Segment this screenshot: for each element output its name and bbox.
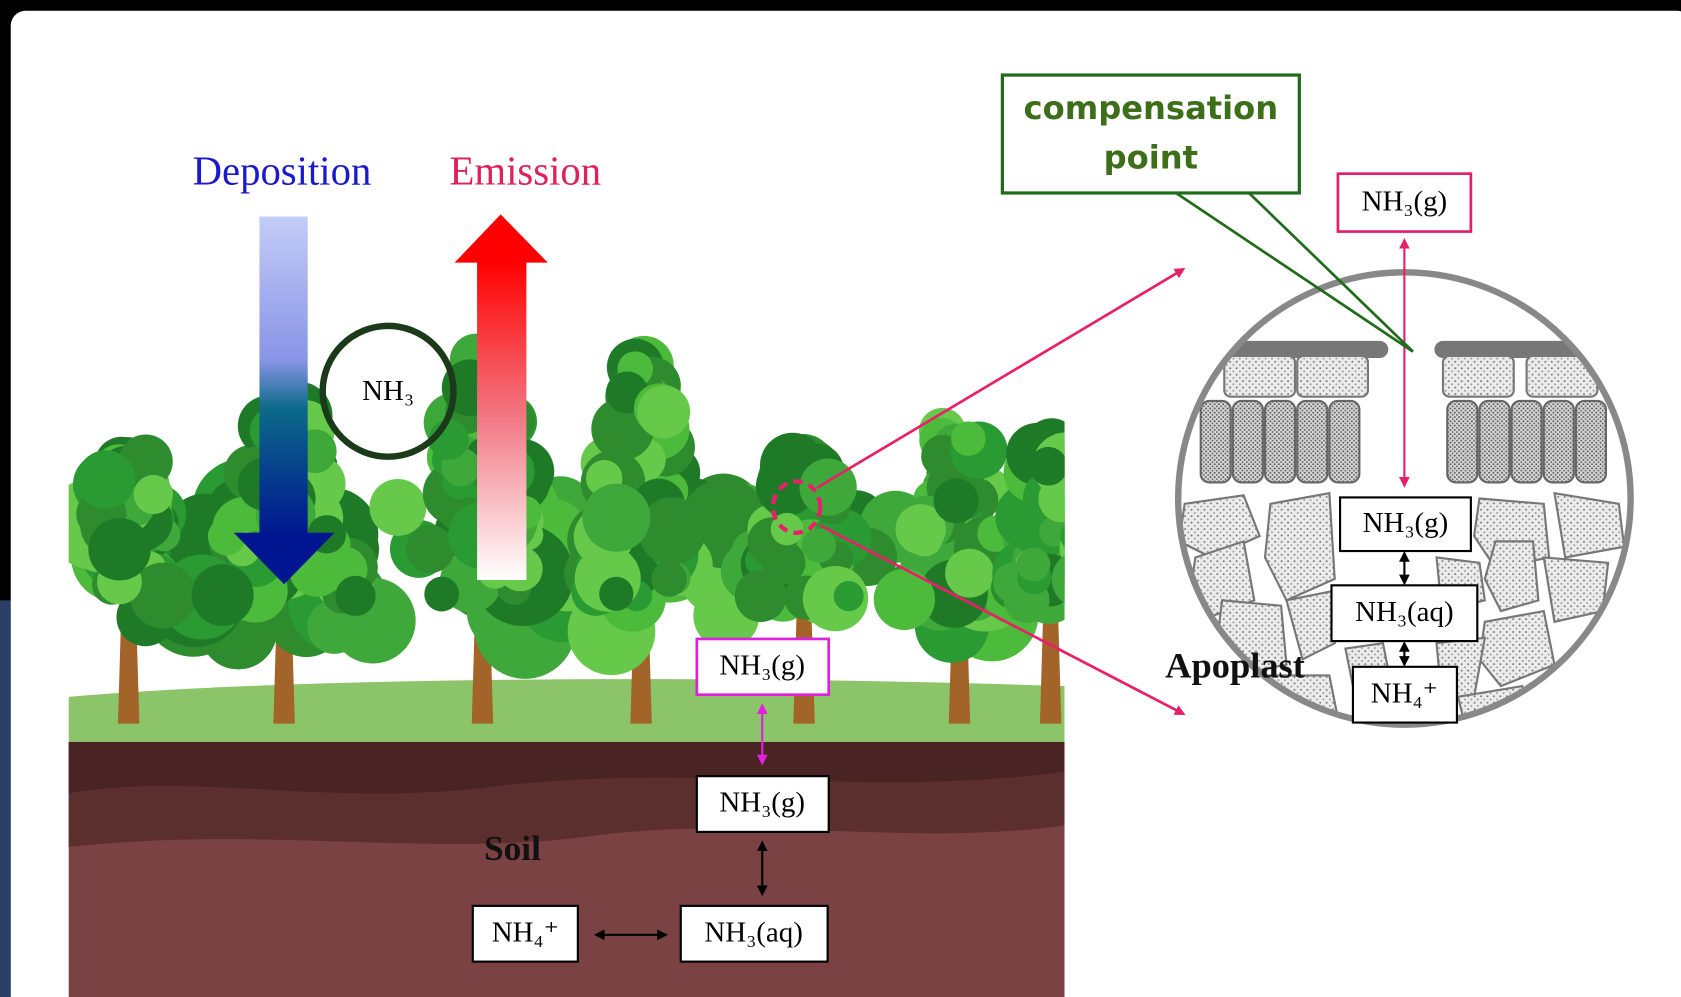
foliage xyxy=(191,564,254,626)
soil-node-label: NH₃(g) xyxy=(719,650,805,682)
soil-label: Soil xyxy=(484,828,541,868)
deposition-label: Deposition xyxy=(193,148,372,193)
spongy-cell xyxy=(1553,491,1626,559)
emission-shaft xyxy=(477,260,527,580)
foliage xyxy=(873,568,936,630)
palisade-cell xyxy=(1328,399,1361,484)
palisade-cell xyxy=(1231,399,1264,484)
foliage xyxy=(1060,524,1065,548)
leaf-tissue xyxy=(1180,340,1628,723)
zoom-line xyxy=(819,524,1186,716)
leaf-node xyxy=(1339,496,1472,553)
foliage xyxy=(651,561,687,597)
soil-node-label: NH₄⁺ xyxy=(492,916,559,948)
palisade-cell xyxy=(1296,399,1329,484)
foliage xyxy=(1028,446,1065,486)
leaf-node xyxy=(1336,172,1473,233)
palisade-cell xyxy=(1478,399,1511,484)
upper-cell xyxy=(1223,354,1297,398)
foliage xyxy=(801,528,837,563)
upper-cell xyxy=(1296,354,1370,398)
palisade-cell xyxy=(1263,399,1297,484)
molecule-circle xyxy=(319,322,457,460)
zoom-marker xyxy=(770,479,823,535)
soil-node xyxy=(679,904,829,963)
molecule-label: NH₃ xyxy=(362,375,414,407)
foliage xyxy=(424,576,460,612)
palisade-cell xyxy=(1542,399,1575,484)
foliage xyxy=(734,569,787,622)
side-strip xyxy=(0,600,11,997)
foliage xyxy=(599,576,634,611)
foliage xyxy=(907,521,943,557)
emission-head xyxy=(454,214,548,263)
foliage xyxy=(1039,516,1065,547)
palisade-cell xyxy=(1510,399,1543,484)
foliage xyxy=(945,548,995,598)
foliage xyxy=(369,478,427,536)
foliage xyxy=(207,517,246,556)
foliage xyxy=(1016,547,1051,582)
foliage xyxy=(130,562,197,629)
leaf-node xyxy=(1351,665,1458,724)
callout-tail xyxy=(1175,191,1414,353)
upper-cell xyxy=(1441,354,1515,398)
leaf-node-label: NH₃(aq) xyxy=(1355,596,1453,628)
spongy-cell xyxy=(1263,491,1336,602)
spongy-cell xyxy=(1483,540,1540,613)
soil-node-label: NH₃(g) xyxy=(719,787,805,819)
palisade-cell xyxy=(1199,399,1232,484)
spongy-cell xyxy=(1285,588,1342,661)
leaf-node xyxy=(1330,584,1479,643)
foliage xyxy=(638,497,706,565)
callout-holder: compensation point xyxy=(1023,90,1279,177)
leaf-node-label: NH₃(g) xyxy=(1363,507,1449,539)
foliage xyxy=(637,385,691,439)
emission-label: Emission xyxy=(450,148,602,193)
foliage xyxy=(762,540,806,585)
deposition-shaft xyxy=(259,216,308,537)
leaf-node-label: NH₃(g) xyxy=(1362,185,1448,217)
grass xyxy=(68,679,1065,742)
callout-box xyxy=(1000,73,1301,195)
soil-node-label: NH₃(aq) xyxy=(704,916,802,948)
palisade-cell xyxy=(1446,399,1479,484)
apoplast-label: Apoplast xyxy=(1165,646,1305,686)
foliage xyxy=(76,450,136,510)
foliage xyxy=(1051,555,1065,604)
foliage xyxy=(133,474,174,515)
deposition-head xyxy=(233,532,335,585)
foliage xyxy=(335,575,376,617)
foliage xyxy=(88,518,151,581)
leaf-node-label: NH₄⁺ xyxy=(1371,677,1438,709)
soil-node xyxy=(471,904,579,963)
foliage xyxy=(582,483,651,552)
foliage xyxy=(933,478,979,524)
callout-text: compensation point xyxy=(1023,90,1279,177)
foliage xyxy=(406,524,455,574)
zoom-line xyxy=(816,267,1186,489)
palisade-cell xyxy=(1574,399,1608,484)
foliage xyxy=(951,421,986,456)
foliage xyxy=(833,581,864,612)
soil-node xyxy=(695,637,831,697)
soil-node xyxy=(695,775,830,833)
